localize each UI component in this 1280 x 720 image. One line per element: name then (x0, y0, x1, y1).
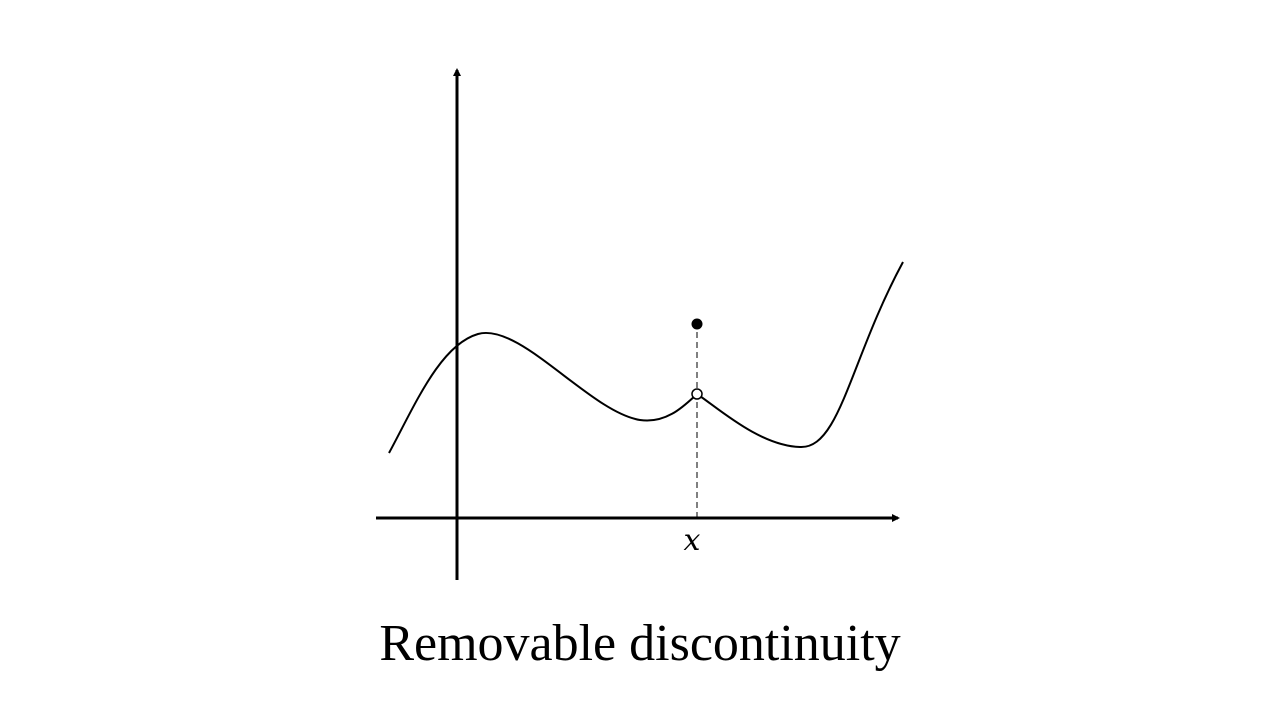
x-point-label: x (684, 523, 701, 558)
function-curve (388, 261, 904, 454)
filled-point-value (691, 318, 703, 330)
diagram-caption: Removable discontinuity (379, 615, 901, 672)
open-point-hole (691, 388, 703, 400)
